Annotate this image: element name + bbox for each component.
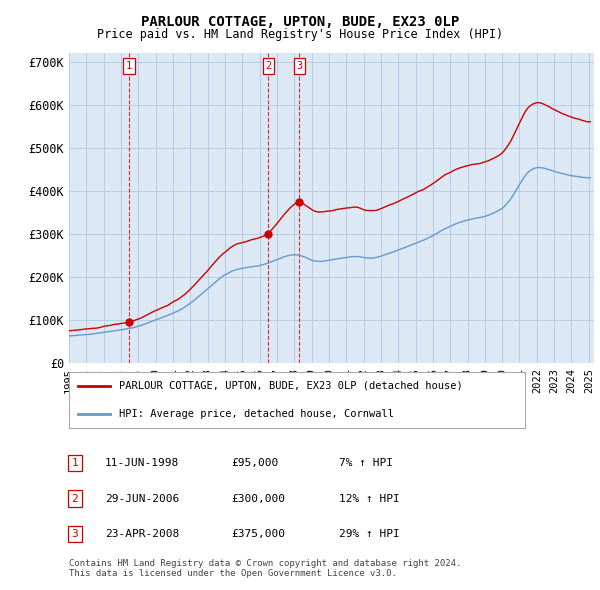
Text: £375,000: £375,000 bbox=[231, 529, 285, 539]
Text: Price paid vs. HM Land Registry's House Price Index (HPI): Price paid vs. HM Land Registry's House … bbox=[97, 28, 503, 41]
Text: Contains HM Land Registry data © Crown copyright and database right 2024.: Contains HM Land Registry data © Crown c… bbox=[69, 559, 461, 568]
Text: 3: 3 bbox=[296, 61, 302, 71]
Text: 3: 3 bbox=[71, 529, 79, 539]
Text: 2: 2 bbox=[265, 61, 271, 71]
Text: HPI: Average price, detached house, Cornwall: HPI: Average price, detached house, Corn… bbox=[119, 409, 394, 419]
Text: 11-JUN-1998: 11-JUN-1998 bbox=[105, 458, 179, 468]
Text: 1: 1 bbox=[71, 458, 79, 468]
Text: PARLOUR COTTAGE, UPTON, BUDE, EX23 0LP: PARLOUR COTTAGE, UPTON, BUDE, EX23 0LP bbox=[141, 15, 459, 29]
Text: PARLOUR COTTAGE, UPTON, BUDE, EX23 0LP (detached house): PARLOUR COTTAGE, UPTON, BUDE, EX23 0LP (… bbox=[119, 381, 463, 391]
Text: £300,000: £300,000 bbox=[231, 494, 285, 503]
Text: 7% ↑ HPI: 7% ↑ HPI bbox=[339, 458, 393, 468]
Text: 1: 1 bbox=[125, 61, 132, 71]
Text: This data is licensed under the Open Government Licence v3.0.: This data is licensed under the Open Gov… bbox=[69, 569, 397, 578]
Text: 29% ↑ HPI: 29% ↑ HPI bbox=[339, 529, 400, 539]
Text: 29-JUN-2006: 29-JUN-2006 bbox=[105, 494, 179, 503]
Text: 12% ↑ HPI: 12% ↑ HPI bbox=[339, 494, 400, 503]
Text: 23-APR-2008: 23-APR-2008 bbox=[105, 529, 179, 539]
Text: £95,000: £95,000 bbox=[231, 458, 278, 468]
Text: 2: 2 bbox=[71, 494, 79, 503]
